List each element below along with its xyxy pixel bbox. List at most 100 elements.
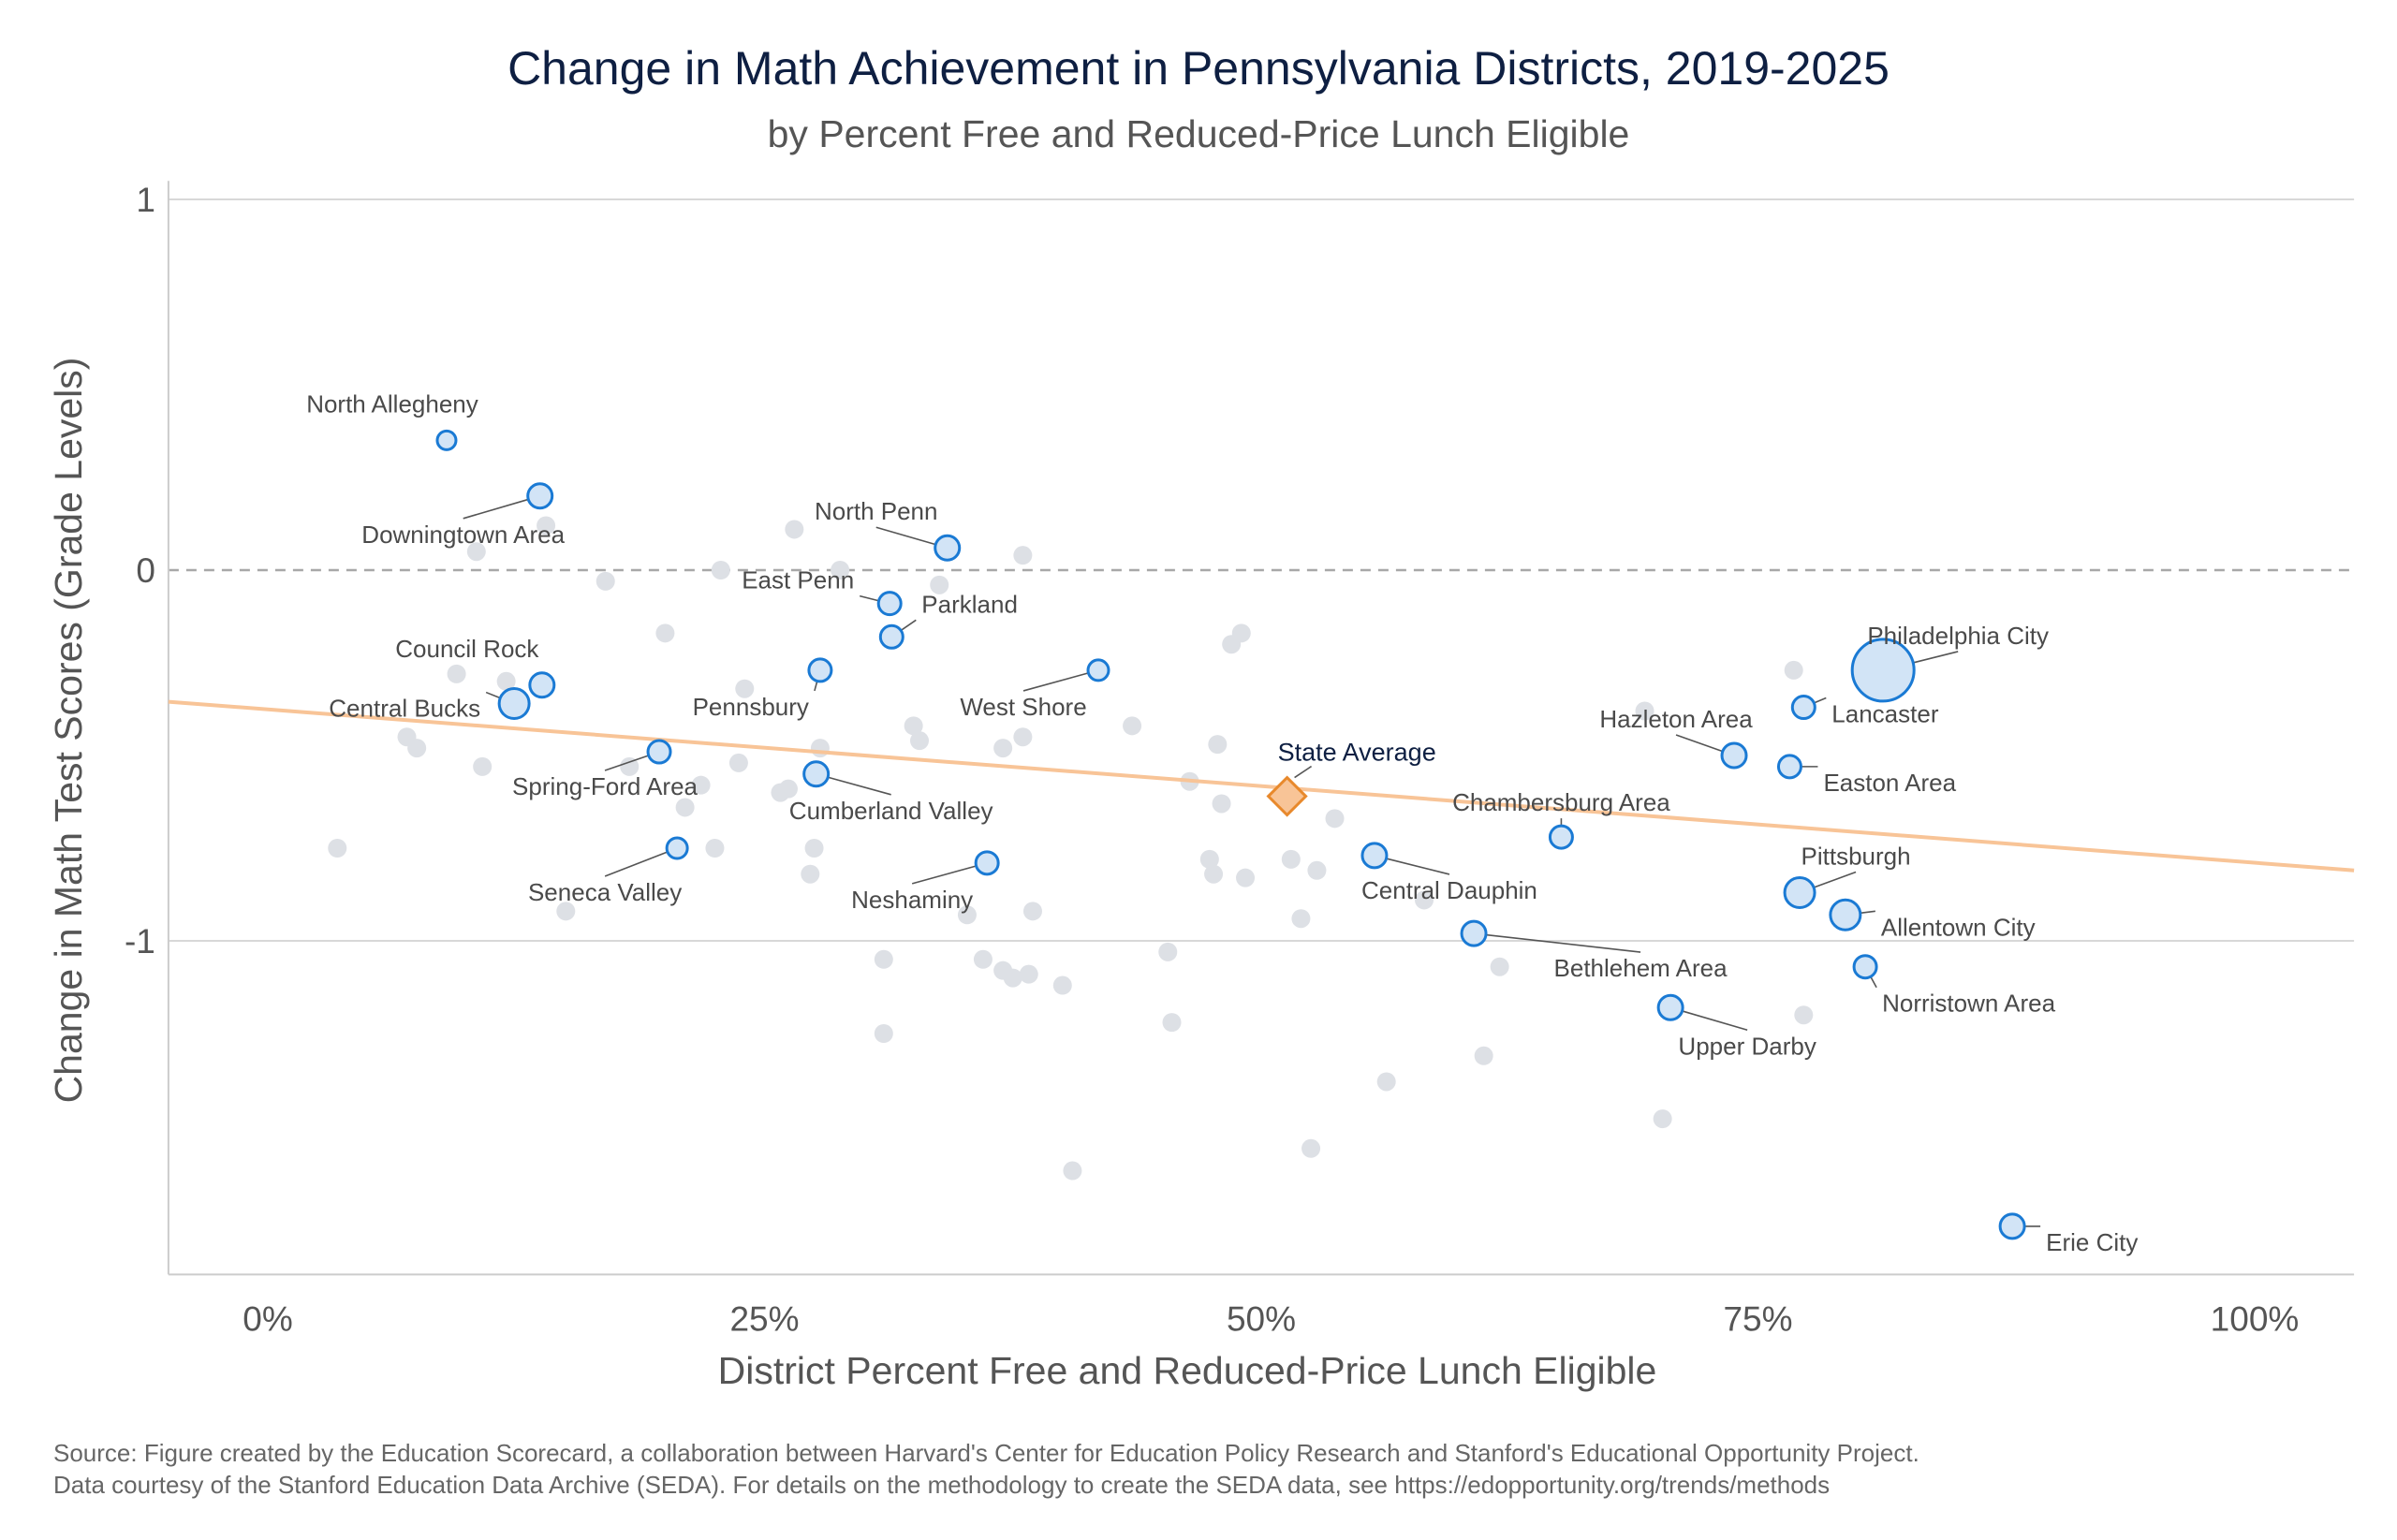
district-point [973, 949, 993, 969]
source-line-1: Source: Figure created by the Education … [53, 1439, 1919, 1467]
district-point [1013, 727, 1033, 747]
highlighted-district-point [1656, 993, 1684, 1021]
label-leader-line [1675, 734, 1724, 753]
label-leader-line [1485, 933, 1641, 953]
district-label: North Allegheny [306, 389, 478, 418]
district-point [620, 756, 640, 776]
district-point [1376, 1072, 1396, 1092]
district-point [1301, 1138, 1321, 1158]
highlighted-district-point [1548, 824, 1574, 850]
district-point [801, 864, 820, 884]
label-leader-line [814, 681, 818, 692]
district-point [728, 753, 748, 772]
label-leader-line [1870, 975, 1877, 989]
district-point [1291, 909, 1311, 929]
y-axis-label: Change in Math Test Scores (Grade Levels… [47, 358, 90, 1104]
label-leader-line [859, 594, 879, 602]
district-point [1212, 794, 1231, 814]
trend-line [168, 699, 2355, 873]
x-tick-label: 50% [1227, 1299, 1296, 1338]
district-point [407, 739, 427, 758]
highlighted-district-point [665, 836, 689, 860]
y-tick-label: 1 [136, 181, 155, 219]
district-point [1003, 968, 1022, 988]
district-point [1794, 1005, 1814, 1025]
x-tick-label: 0% [243, 1299, 292, 1338]
district-point [1415, 890, 1434, 910]
highlighted-district-point [497, 687, 531, 721]
district-label: Allentown City [1881, 913, 2036, 941]
district-label: Neshaminy [851, 886, 973, 914]
district-point [328, 839, 347, 858]
label-leader-line [1294, 765, 1313, 779]
district-point [556, 902, 576, 921]
y-tick-label: -1 [125, 922, 155, 961]
district-point [778, 779, 798, 799]
chart-subtitle: by Percent Free and Reduced-Price Lunch … [767, 112, 1630, 155]
district-point [874, 949, 893, 969]
district-point [910, 731, 930, 751]
highlighted-district-point [528, 671, 556, 699]
district-label: North Penn [815, 497, 938, 525]
district-label: Hazleton Area [1599, 705, 1753, 733]
district-point [831, 561, 850, 579]
district-point [711, 561, 730, 579]
district-point [874, 1024, 893, 1043]
highlighted-district-point [1790, 695, 1816, 721]
district-point [1158, 942, 1178, 961]
state-average-marker [1266, 775, 1308, 817]
district-point [705, 839, 725, 858]
district-point [675, 798, 695, 817]
district-label: Upper Darby [1678, 1032, 1816, 1060]
district-label: Downingtown Area [361, 521, 565, 549]
label-leader-line [900, 619, 917, 632]
highlighted-district-point [1850, 638, 1916, 703]
source-line-2: Data courtesy of the Stanford Education … [53, 1471, 1831, 1499]
district-point [1281, 849, 1301, 869]
district-label: Council Rock [395, 635, 539, 663]
district-point [1231, 623, 1251, 643]
x-tick-label: 25% [729, 1299, 799, 1338]
highlighted-district-point [876, 591, 903, 617]
district-label: Seneca Valley [528, 878, 682, 906]
district-label: Easton Area [1823, 769, 1956, 797]
highlighted-district-point [1998, 1212, 2026, 1240]
highlighted-district-point [526, 482, 554, 510]
district-label: West Shore [960, 693, 1086, 721]
district-point [1208, 735, 1228, 755]
district-point [473, 756, 493, 776]
highlighted-district-point [646, 739, 672, 765]
district-label: Parkland [921, 590, 1018, 618]
highlighted-district-point [974, 850, 1000, 876]
district-label: Chambersburg Area [1452, 788, 1670, 816]
highlighted-district-point [807, 657, 833, 683]
highlighted-district-point [1460, 919, 1488, 947]
district-point [1162, 1013, 1182, 1033]
label-leader-line [1386, 858, 1450, 875]
district-point [1013, 546, 1033, 565]
highlighted-district-point [802, 760, 831, 788]
district-point [1653, 1109, 1672, 1129]
district-point [1052, 975, 1072, 995]
label-leader-line [1814, 697, 1827, 704]
label-leader-line [911, 865, 977, 885]
district-point [904, 716, 923, 736]
district-point [1325, 809, 1345, 829]
label-leader-line [604, 755, 649, 771]
district-point [1019, 964, 1038, 984]
label-leader-line [1860, 910, 1875, 915]
district-label: East Penn [742, 566, 854, 594]
district-point [785, 520, 804, 539]
district-point [930, 575, 949, 594]
district-point [993, 739, 1013, 758]
district-point [1307, 860, 1327, 880]
label-leader-line [875, 526, 936, 546]
highlighted-district-point [1829, 898, 1862, 931]
district-label: Central Dauphin [1361, 876, 1537, 904]
label-leader-line [485, 691, 501, 699]
label-leader-line [1913, 651, 1959, 664]
highlighted-district-point [1360, 842, 1389, 870]
district-point [1123, 716, 1142, 736]
district-point [810, 739, 830, 758]
